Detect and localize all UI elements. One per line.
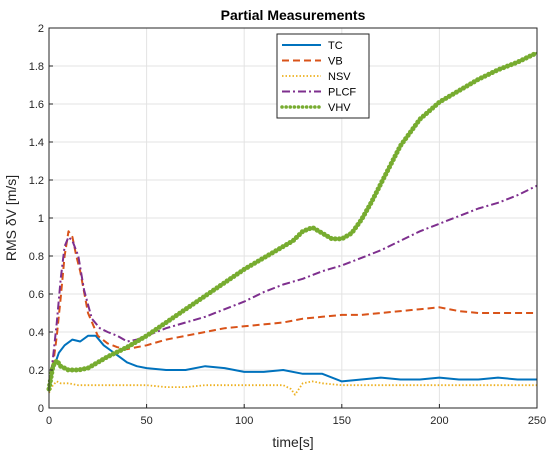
y-tick-label: 0.8 — [29, 251, 44, 263]
y-tick-label: 1 — [38, 213, 44, 225]
x-tick-label: 200 — [430, 415, 448, 427]
legend-label-vb: VB — [328, 56, 343, 68]
legend: TC VB NSV PLCF VHV — [276, 33, 370, 119]
x-axis-label: time[s] — [272, 434, 313, 450]
x-tick-label: 50 — [140, 415, 152, 427]
series-layer — [46, 50, 540, 396]
y-tick-label: 2 — [38, 23, 44, 35]
y-tick-label: 0.4 — [29, 327, 44, 339]
y-tick-label: 0.6 — [29, 289, 44, 301]
x-tick-label: 100 — [235, 415, 253, 427]
ticks: 0 50 100 150 200 250 0 0.2 0.4 0.6 0.8 1 1.2 1.4 1.6 1.… — [29, 23, 546, 427]
y-tick-label: 1.4 — [29, 137, 44, 149]
legend-label-vhv: VHV — [328, 102, 351, 114]
x-tick-label: 0 — [46, 415, 52, 427]
chart-title: Partial Measurements — [221, 7, 366, 23]
legend-box — [276, 33, 370, 119]
series-core-vhv — [47, 51, 538, 390]
y-tick-label: 1.6 — [29, 99, 44, 111]
legend-label-plcf: PLCF — [328, 87, 356, 99]
y-tick-label: 1.8 — [29, 61, 44, 73]
x-tick-label: 150 — [333, 415, 351, 427]
series-line-plcf — [48, 184, 538, 390]
legend-label-tc: TC — [328, 40, 343, 52]
y-tick-label: 1.2 — [29, 175, 44, 187]
series-line-tc — [48, 334, 537, 390]
y-axis-label: RMS δV [m/s] — [3, 175, 19, 261]
x-tick-label: 250 — [528, 415, 546, 427]
y-tick-label: 0 — [38, 403, 44, 415]
series-line-nsv — [48, 380, 537, 396]
legend-label-nsv: NSV — [328, 71, 351, 83]
y-tick-label: 0.2 — [29, 365, 44, 377]
